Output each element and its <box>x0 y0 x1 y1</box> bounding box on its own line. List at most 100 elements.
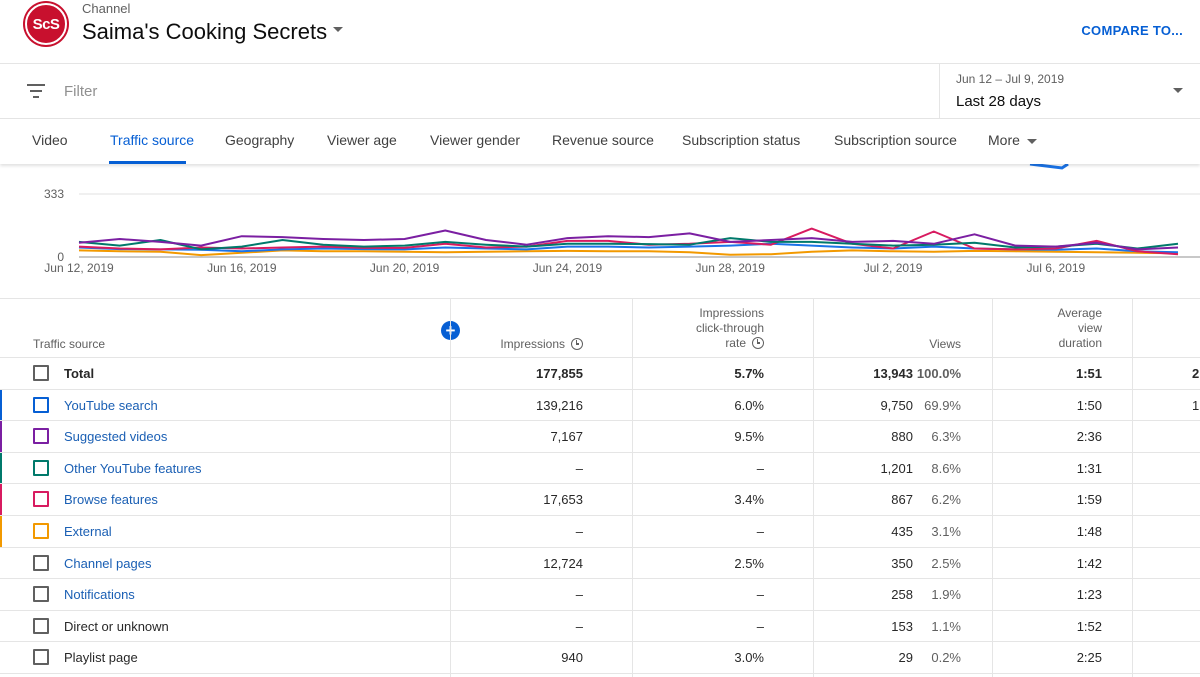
chevron-down-icon[interactable] <box>1173 88 1183 93</box>
avg-view-duration-value: 1:52 <box>1076 618 1102 634</box>
filter-bar: Filter Jun 12 – Jul 9, 2019 Last 28 days <box>0 63 1200 120</box>
table-row[interactable]: Total 177,855 5.7% 13,943 100.0% 1:51 2 <box>0 358 1200 390</box>
row-checkbox[interactable] <box>33 554 49 571</box>
views-percent: 6.3% <box>931 429 961 445</box>
views-percent: 1.9% <box>931 587 961 603</box>
channel-header: ScS Channel Saima's Cooking Secrets COMP… <box>0 0 1200 64</box>
column-divider <box>632 298 633 677</box>
impressions-value: – <box>575 460 583 476</box>
traffic-source-name[interactable]: Suggested videos <box>64 429 168 445</box>
views-value: 29 <box>898 650 913 666</box>
tab-viewer-age[interactable]: Viewer age <box>327 132 397 148</box>
x-tick-label: Jun 16, 2019 <box>207 261 277 275</box>
tab-geography[interactable]: Geography <box>225 132 295 148</box>
col-header-impressions-label: Impressions <box>500 337 565 351</box>
row-checkbox[interactable] <box>33 491 49 508</box>
avg-view-duration-value: 1:59 <box>1076 492 1102 508</box>
traffic-source-name: Total <box>64 366 95 381</box>
traffic-source-name[interactable]: External <box>64 524 112 539</box>
tab-traffic-source[interactable]: Traffic source <box>110 132 195 148</box>
channel-label: Channel <box>82 1 131 16</box>
row-checkbox[interactable] <box>33 459 49 476</box>
row-checkbox[interactable] <box>33 617 49 634</box>
row-checkbox[interactable] <box>33 365 49 381</box>
series-color-stripe <box>0 516 2 547</box>
column-divider <box>813 298 814 677</box>
impressions-value: 17,653 <box>543 492 583 508</box>
table-row[interactable]: YouTube search 139,216 6.0% 9,750 69.9% 1:50 1 <box>0 389 1200 422</box>
ctr-value: – <box>756 524 764 539</box>
date-period-label: Last 28 days <box>956 93 1042 110</box>
ctr-value: – <box>756 587 764 603</box>
date-range-picker[interactable]: Jun 12 – Jul 9, 2019 Last 28 days <box>939 64 1200 120</box>
tab-video[interactable]: Video <box>32 132 68 148</box>
avg-view-duration-value: 1:31 <box>1076 460 1102 476</box>
tab-revenue-source[interactable]: Revenue source <box>552 132 654 148</box>
ctr-value: 2.5% <box>734 555 764 571</box>
channel-name[interactable]: Saima's Cooking Secrets <box>82 19 328 44</box>
filter-icon[interactable] <box>27 84 45 98</box>
traffic-source-name[interactable]: Notifications <box>64 587 135 603</box>
traffic-source-name[interactable]: Channel pages <box>64 555 152 571</box>
traffic-source-name[interactable]: YouTube search <box>64 397 158 413</box>
table-row[interactable]: Suggested videos 7,167 9.5% 880 6.3% 2:36 <box>0 421 1200 453</box>
views-value: 258 <box>891 587 913 603</box>
row-checkbox[interactable] <box>33 428 49 445</box>
views-value: 9,750 <box>880 397 913 413</box>
table-row[interactable]: Playlist page 940 3.0% 29 0.2% 2:25 <box>0 642 1200 674</box>
views-value: 153 <box>891 618 913 634</box>
series-line <box>78 227 1179 256</box>
impressions-value: 7,167 <box>550 429 583 445</box>
y-tick-label: 0 <box>57 250 64 264</box>
x-tick-label: Jun 12, 2019 <box>44 261 114 275</box>
avg-view-duration-value: 1:51 <box>1075 366 1102 381</box>
channel-dropdown-icon[interactable] <box>333 27 343 32</box>
views-percent: 6.2% <box>931 492 961 508</box>
col-header-ctr[interactable]: Impressions click-through rate <box>696 306 764 351</box>
tab-viewer-gender[interactable]: Viewer gender <box>430 132 521 148</box>
y-tick-label: 333 <box>44 187 64 201</box>
avg-view-duration-value: 2:25 <box>1076 650 1102 666</box>
tab-subscription-status[interactable]: Subscription status <box>682 132 801 148</box>
col-header-impressions[interactable]: Impressions <box>500 337 583 352</box>
col-header-avg-view-duration[interactable]: Average view duration <box>1058 306 1102 351</box>
col-header-ctr-line2: click-through <box>695 321 764 335</box>
col-header-ctr-line1: Impressions <box>699 306 764 320</box>
table-row[interactable]: External – – 435 3.1% 1:48 <box>0 516 1200 548</box>
impressions-value: – <box>575 587 583 603</box>
table-header: Traffic source + Impressions Impressions… <box>0 298 1200 358</box>
views-percent: 69.9% <box>924 397 961 413</box>
row-checkbox[interactable] <box>33 649 49 666</box>
ctr-value: 3.4% <box>734 492 764 508</box>
total-series-line <box>1029 162 1069 170</box>
channel-logo[interactable]: ScS <box>25 3 67 45</box>
row-checkbox[interactable] <box>33 396 49 413</box>
ctr-value: 6.0% <box>734 397 764 413</box>
filter-input[interactable]: Filter <box>64 83 98 100</box>
ctr-value: – <box>756 618 764 634</box>
series-line <box>78 249 1179 257</box>
impressions-value: 139,216 <box>536 397 583 413</box>
col-header-views[interactable]: Views <box>929 337 961 351</box>
series-line <box>78 229 1179 251</box>
col-header-source[interactable]: Traffic source <box>33 337 106 351</box>
ctr-value: 3.0% <box>734 650 764 666</box>
traffic-source-name[interactable]: Other YouTube features <box>64 460 202 476</box>
ctr-value: – <box>756 460 764 476</box>
table-row[interactable]: Direct or unknown – – 153 1.1% 1:52 <box>0 611 1200 643</box>
column-divider <box>1132 298 1133 677</box>
compare-to-button[interactable]: COMPARE TO... <box>1081 23 1183 38</box>
x-tick-label: Jun 24, 2019 <box>533 261 603 275</box>
tab-subscription-source[interactable]: Subscription source <box>834 132 957 148</box>
row-checkbox[interactable] <box>33 523 49 539</box>
traffic-source-name[interactable]: Browse features <box>64 492 158 508</box>
table-row[interactable]: Browse features 17,653 3.4% 867 6.2% 1:59 <box>0 484 1200 516</box>
col-header-avd-line3: duration <box>1058 336 1102 350</box>
col-header-avd-line1: Average <box>1057 306 1102 320</box>
row-checkbox[interactable] <box>33 586 49 603</box>
tab-more[interactable]: More <box>988 132 1037 148</box>
table-row[interactable]: Other YouTube features – – 1,201 8.6% 1:31 <box>0 452 1200 485</box>
table-row[interactable]: Channel pages 12,724 2.5% 350 2.5% 1:42 <box>0 548 1200 580</box>
date-range-label: Jun 12 – Jul 9, 2019 <box>956 72 1065 86</box>
table-row[interactable]: Notifications – – 258 1.9% 1:23 <box>0 579 1200 611</box>
